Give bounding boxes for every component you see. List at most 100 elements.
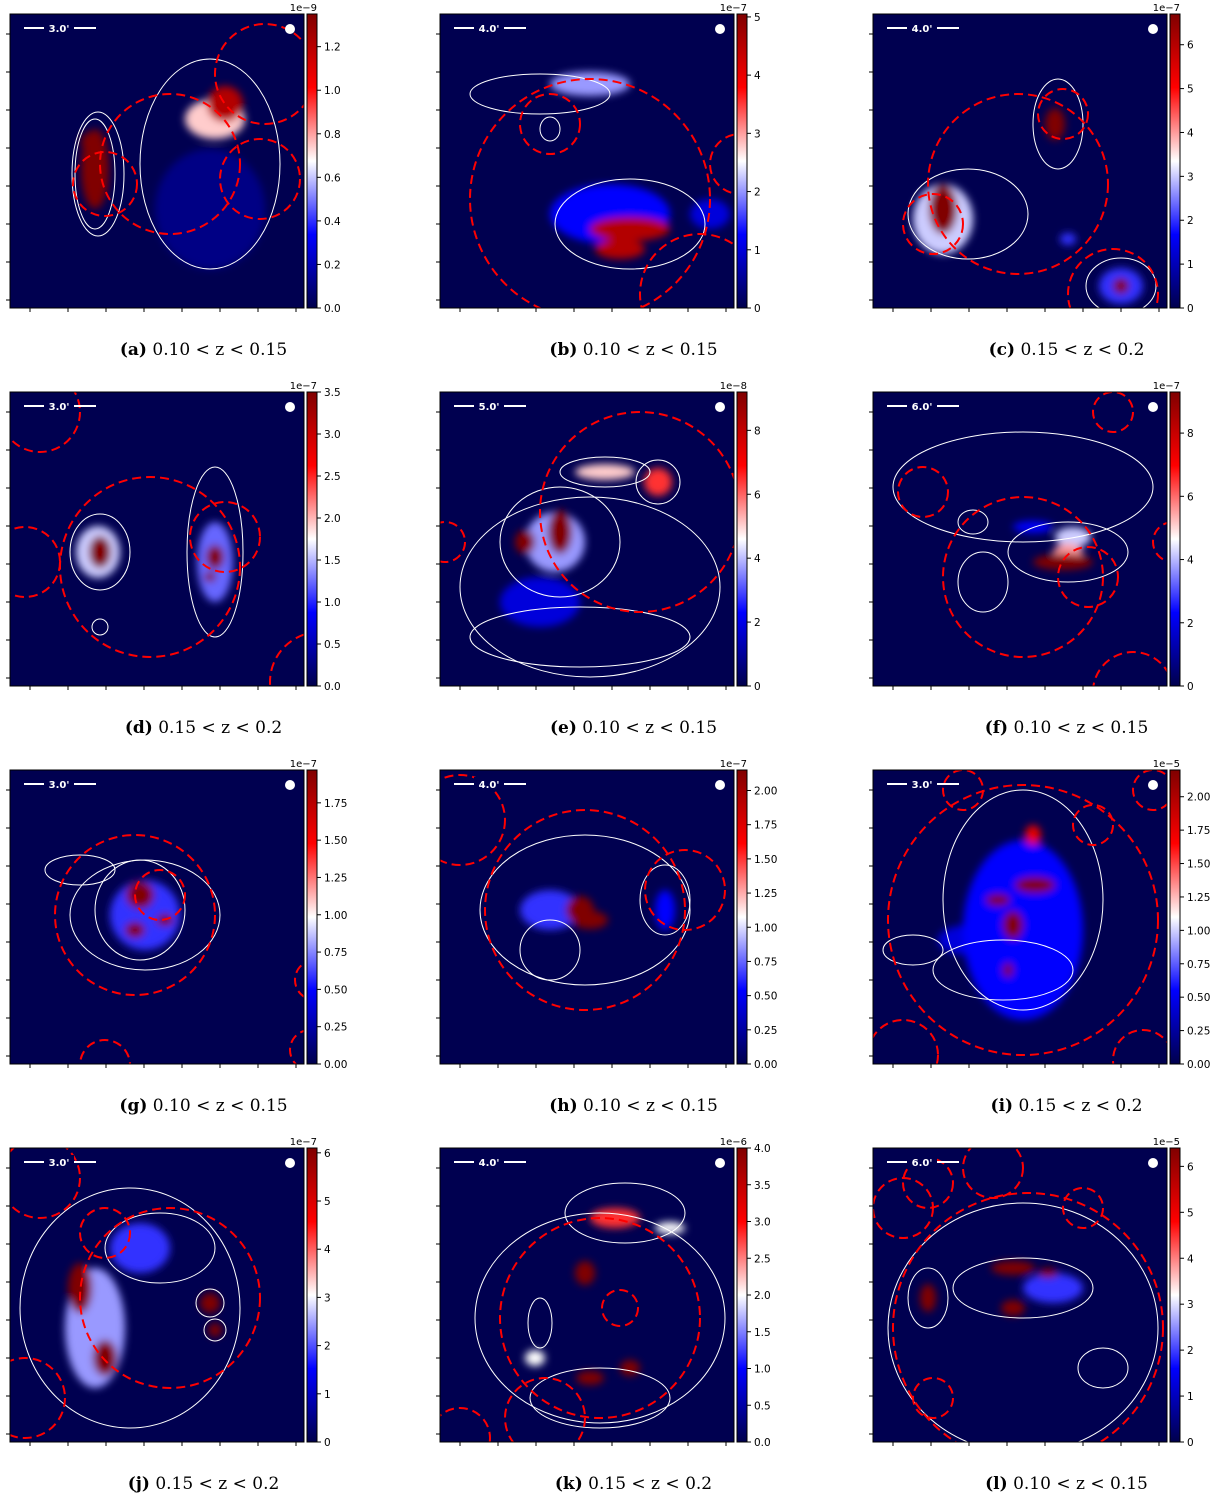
contour-line — [639, 864, 691, 936]
panel-letter: (h) — [549, 1096, 578, 1116]
colorbar-tick-label: 1.5 — [324, 555, 341, 567]
colorbar-tick-label: 0 — [1187, 681, 1194, 693]
contour-line — [519, 919, 581, 981]
emission-blob — [575, 464, 635, 480]
colorbar-tick-label: 4 — [754, 70, 761, 82]
emission-blob — [89, 536, 111, 568]
colorbar-tick-label: 3.5 — [754, 1180, 771, 1192]
panel-caption: (d) 0.15 < z < 0.2 — [0, 718, 407, 738]
panel-caption: (i) 0.15 < z < 0.2 — [863, 1096, 1221, 1116]
cluster-circle — [892, 1192, 1164, 1442]
beam-marker — [1148, 402, 1158, 412]
panel-caption: (f) 0.10 < z < 0.15 — [863, 718, 1221, 738]
emission-blob — [550, 72, 630, 96]
scale-label: 3.0' — [49, 402, 70, 413]
beam-marker — [715, 780, 725, 790]
emission-blob — [655, 890, 675, 930]
colorbar-tick-label: 0.5 — [754, 1400, 771, 1412]
panel-redshift: 0.15 < z < 0.2 — [582, 1474, 713, 1494]
colorbar-tick-label: 0.00 — [754, 1059, 777, 1071]
colorbar — [1169, 1147, 1181, 1443]
emission-blob — [595, 239, 645, 259]
emission-blob — [515, 530, 535, 554]
cluster-circle — [484, 809, 686, 1011]
colorbar-tick-label: 2.00 — [754, 786, 777, 798]
cluster-circle — [1152, 521, 1167, 563]
colorbar — [306, 1147, 318, 1443]
emission-blob — [155, 149, 265, 269]
contour-line — [529, 1367, 671, 1429]
cluster-circle — [873, 1019, 939, 1064]
scale-label: 6.0' — [912, 402, 933, 413]
colorbar-tick-label: 0.0 — [324, 681, 341, 693]
colorbar-exponent: 1e−7 — [720, 3, 747, 14]
colorbar-tick-label: 0 — [1187, 303, 1194, 315]
emission-blob — [68, 1263, 92, 1313]
colorbar-tick-label: 2 — [1187, 1345, 1194, 1357]
colorbar-tick-label: 2.0 — [754, 1290, 771, 1302]
contour-line — [1085, 257, 1157, 308]
cluster-circle — [54, 834, 216, 996]
colorbar-tick-label: 0.8 — [324, 129, 341, 141]
colorbar-tick-label: 1.0 — [754, 1364, 771, 1376]
beam-marker — [285, 780, 295, 790]
panel-letter: (d) — [124, 718, 153, 738]
colorbar-tick-label: 5 — [1187, 1207, 1194, 1219]
beam-marker — [285, 1158, 295, 1168]
colorbar-tick-label: 0.50 — [324, 984, 347, 996]
cluster-circle — [942, 770, 984, 811]
map-i: 3.0' 1e−5 0.00 0.25 0.50 0.75 1.00 1.25 1.50 1.75… — [869, 759, 1210, 1071]
contour-line — [139, 58, 281, 270]
contour-line — [564, 1182, 686, 1244]
colorbar-tick-label: 2.5 — [324, 471, 341, 483]
contour-line — [19, 1187, 241, 1429]
colorbar-tick-label: 2 — [754, 617, 761, 629]
map-background — [873, 1148, 1167, 1442]
cluster-circle — [887, 784, 1159, 1056]
colorbar-tick-label: 3.0 — [324, 429, 341, 441]
colorbar-tick-label: 0.2 — [324, 259, 341, 271]
contour-line — [1032, 78, 1084, 170]
colorbar-tick-label: 5 — [1187, 84, 1194, 96]
colorbar-tick-label: 1.2 — [324, 42, 341, 54]
emission-blob — [525, 1350, 545, 1366]
beam-marker — [1148, 24, 1158, 34]
cluster-circle — [1062, 1187, 1104, 1229]
contour-line — [932, 939, 1074, 1001]
scale-label-bg — [907, 21, 937, 35]
beam-marker — [1148, 1158, 1158, 1168]
emission-blob — [206, 545, 224, 569]
cluster-circle — [10, 1148, 81, 1219]
scale-label: 3.0' — [49, 1158, 70, 1169]
cluster-circle — [440, 774, 506, 866]
cluster-circle — [189, 501, 261, 573]
cluster-circle — [1092, 392, 1134, 433]
panel-redshift: 0.10 < z < 0.15 — [1008, 718, 1149, 738]
colorbar-exponent: 1e−9 — [290, 3, 317, 14]
cluster-circle — [927, 93, 1109, 275]
contour-line — [882, 934, 944, 966]
panel-i: 3.0' 1e−5 0.00 0.25 0.50 0.75 1.00 1.25 1.50 1.75… — [863, 756, 1221, 1131]
colorbar-tick-label: 1.00 — [754, 922, 777, 934]
panel-d: 3.0' 1e−7 0.0 0.5 1.0 1.5 2.0 2.5 3.0 3.5 (d) 0.15… — [0, 378, 407, 753]
cluster-circle — [912, 1377, 954, 1419]
emission-blob — [81, 132, 99, 152]
cluster-circle — [644, 849, 726, 931]
panel-letter: (f) — [984, 718, 1009, 738]
contour-line — [1077, 1347, 1129, 1389]
colorbar-tick-label: 1.50 — [754, 854, 777, 866]
panel-caption: (c) 0.15 < z < 0.2 — [863, 340, 1221, 360]
beam-marker — [715, 24, 725, 34]
panel-k: 4.0' 1e−6 0.0 0.5 1.0 1.5 2.0 2.5 3.0 3.5 4.0 (k) 0… — [430, 1134, 837, 1509]
cluster-circle — [214, 23, 304, 125]
panel-letter: (j) — [127, 1474, 150, 1494]
colorbar-tick-label: 2.5 — [754, 1253, 771, 1265]
panel-caption: (k) 0.15 < z < 0.2 — [430, 1474, 837, 1494]
panel-caption: (j) 0.15 < z < 0.2 — [0, 1474, 407, 1494]
cluster-circle — [1112, 1029, 1167, 1064]
panel-letter: (g) — [119, 1096, 148, 1116]
contour-line — [907, 1267, 949, 1329]
colorbar-tick-label: 6 — [1187, 1161, 1194, 1173]
map-background — [440, 392, 734, 686]
panel-redshift: 0.10 < z < 0.15 — [147, 1096, 288, 1116]
